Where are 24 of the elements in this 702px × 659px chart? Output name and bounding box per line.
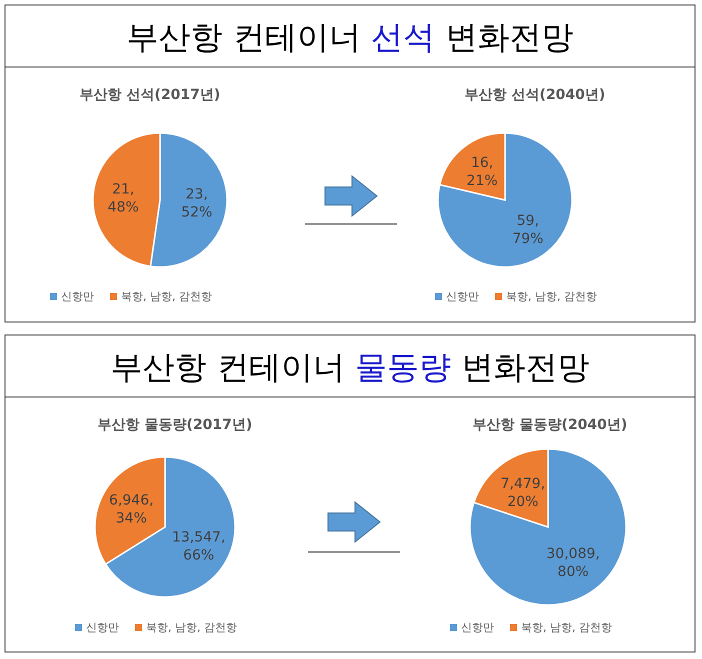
pie-slice bbox=[469, 448, 627, 606]
data-label: 16, 21% bbox=[466, 155, 498, 190]
chart-title: 부산항 선석(2017년) bbox=[80, 87, 220, 103]
pie-slice bbox=[437, 132, 573, 268]
data-label: 21, 48% bbox=[108, 181, 139, 216]
data-label: 6,946, 34% bbox=[109, 492, 154, 526]
text: 부산항 컨테이너 선석 변화전망 bbox=[126, 18, 574, 56]
data-label: 59, 79% bbox=[512, 212, 544, 247]
text: 부산항 컨테이너 물동량 변화전망 bbox=[110, 348, 590, 386]
legend-label: 북항, 남항, 감천항 bbox=[506, 290, 597, 303]
legend-label: 신항만 bbox=[86, 621, 119, 634]
chart-title: 부산항 물동량(2017년) bbox=[98, 417, 252, 433]
data-label: 13,547, 66% bbox=[172, 530, 226, 564]
legend-label: 북항, 남항, 감천항 bbox=[146, 621, 237, 634]
data-label: 7,479, 20% bbox=[500, 476, 546, 510]
legend-label: 북항, 남항, 감천항 bbox=[521, 621, 612, 634]
chart-title: 부산항 물동량(2040년) bbox=[472, 417, 628, 433]
legend-label: 북항, 남항, 감천항 bbox=[121, 290, 212, 303]
chart-title: 부산항 선석(2040년) bbox=[464, 87, 606, 103]
legend-label: 신항만 bbox=[61, 290, 94, 303]
legend-label: 신항만 bbox=[461, 621, 494, 634]
data-label: 23, 52% bbox=[181, 186, 212, 221]
data-label: 30,089, 80% bbox=[546, 546, 600, 580]
legend-label: 신항만 bbox=[446, 290, 479, 303]
